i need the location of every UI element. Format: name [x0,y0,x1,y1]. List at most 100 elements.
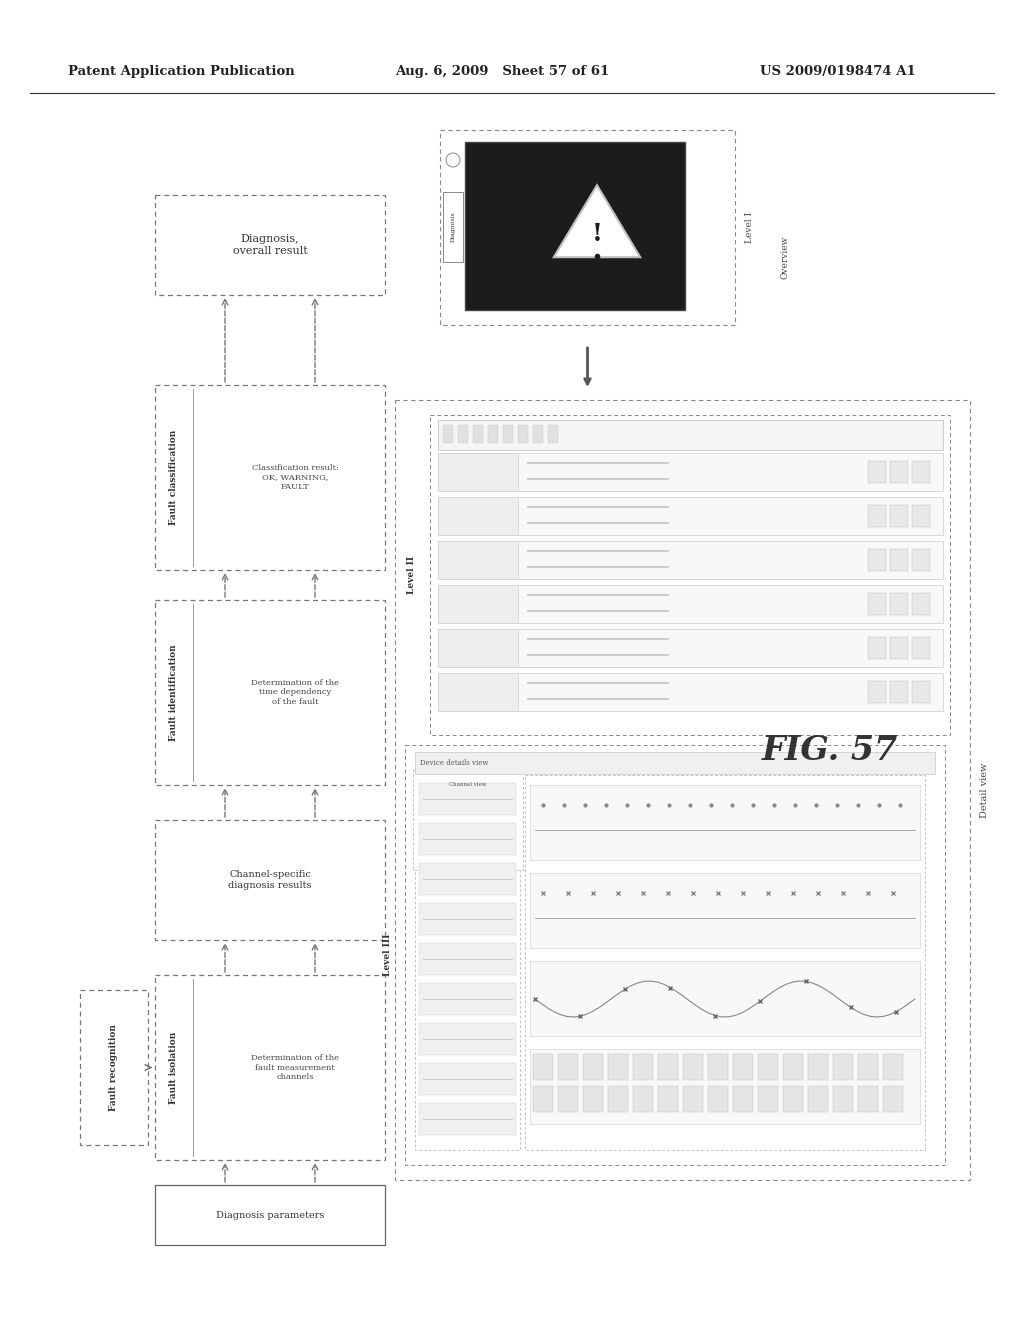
Bar [518,425,528,444]
Bar [438,498,518,535]
Bar [438,541,518,579]
Bar [868,681,886,704]
Bar [548,425,558,444]
Bar [438,673,518,711]
Bar [155,820,385,940]
Text: Level II: Level II [408,556,417,594]
Bar [419,1063,516,1096]
Text: Patent Application Publication: Patent Application Publication [68,66,295,78]
Bar [808,1086,828,1111]
Bar [912,506,930,527]
Bar [473,425,483,444]
Text: Fault classification: Fault classification [170,430,178,525]
Bar [155,975,385,1160]
Bar [883,1053,903,1080]
Bar [868,549,886,572]
Bar [890,549,908,572]
Bar [608,1053,628,1080]
Bar [534,425,543,444]
Text: Detail view: Detail view [980,763,989,817]
Bar [633,1053,653,1080]
Bar [419,863,516,895]
Bar [683,1053,703,1080]
Bar [415,775,520,1150]
Bar [783,1086,803,1111]
Bar [155,385,385,570]
Bar [583,1053,603,1080]
Bar [608,1086,628,1111]
Text: Device details view: Device details view [420,759,488,767]
Bar [558,1086,578,1111]
Bar [488,425,498,444]
Bar [890,506,908,527]
Bar [558,1053,578,1080]
Bar [413,770,523,870]
Bar [438,453,943,491]
Bar [890,638,908,659]
Bar [419,1023,516,1055]
Bar [733,1086,753,1111]
Bar [530,961,920,1036]
Bar [419,983,516,1015]
Bar [912,549,930,572]
Text: Level I: Level I [745,213,754,243]
Bar [912,638,930,659]
Bar [443,191,463,261]
Bar [419,783,516,814]
Bar [155,195,385,294]
Bar [868,461,886,483]
Bar [534,1086,553,1111]
Text: Diagnosis: Diagnosis [451,211,456,243]
Text: Classification result:
OK, WARNING,
FAULT: Classification result: OK, WARNING, FAUL… [252,465,339,491]
Bar [155,1185,385,1245]
Bar [530,873,920,948]
Bar [868,593,886,615]
Bar [633,1086,653,1111]
Bar [419,1104,516,1135]
Bar [458,425,468,444]
Bar [534,1053,553,1080]
Bar [890,461,908,483]
Bar [783,1053,803,1080]
Text: Aug. 6, 2009   Sheet 57 of 61: Aug. 6, 2009 Sheet 57 of 61 [395,66,609,78]
Bar [868,506,886,527]
Bar [530,1049,920,1125]
Bar [808,1053,828,1080]
Bar [395,400,970,1180]
Bar [438,585,943,623]
Bar [530,785,920,861]
Bar [419,903,516,935]
Text: US 2009/0198474 A1: US 2009/0198474 A1 [760,66,915,78]
Bar [890,593,908,615]
Bar [733,1053,753,1080]
Bar [858,1053,878,1080]
Bar [438,498,943,535]
Text: Determination of the
fault measurement
channels: Determination of the fault measurement c… [251,1055,339,1081]
Bar [708,1086,728,1111]
Circle shape [446,153,460,168]
Bar [440,129,735,325]
Polygon shape [554,185,640,257]
Bar [438,630,943,667]
Bar [80,990,148,1144]
Bar [438,541,943,579]
Text: !: ! [592,222,602,246]
Bar [708,1053,728,1080]
Bar [883,1086,903,1111]
Bar [833,1086,853,1111]
Bar [419,822,516,855]
Text: Determination of the
time dependency
of the fault: Determination of the time dependency of … [251,680,339,706]
Bar [438,630,518,667]
Bar [415,752,935,774]
Text: Channel-specific
diagnosis results: Channel-specific diagnosis results [228,870,311,890]
Text: Level III: Level III [383,933,391,977]
Bar [583,1086,603,1111]
Bar [890,681,908,704]
Text: Overview: Overview [780,236,790,280]
Bar [503,425,513,444]
Text: Diagnosis,
overall result: Diagnosis, overall result [232,234,307,256]
Bar [912,681,930,704]
Bar [868,638,886,659]
Bar [758,1053,778,1080]
Bar [438,673,943,711]
